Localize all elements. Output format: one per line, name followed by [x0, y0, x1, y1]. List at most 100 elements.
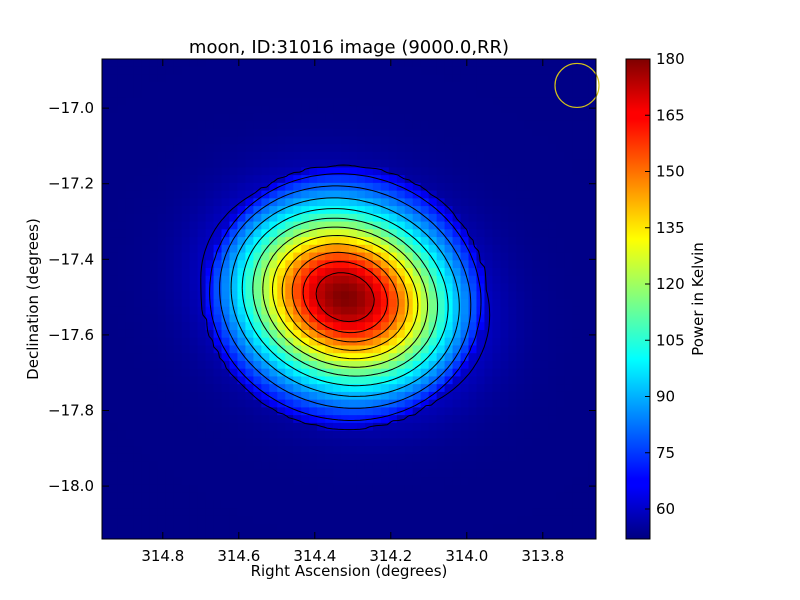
image-cell	[548, 113, 557, 122]
image-cell	[301, 151, 310, 161]
image-cell	[317, 291, 326, 300]
image-cell	[149, 66, 159, 76]
image-cell	[420, 492, 430, 501]
image-cell	[572, 268, 581, 277]
image-cell	[125, 515, 135, 525]
image-cell	[285, 66, 294, 76]
image-cell	[133, 306, 143, 316]
image-cell	[245, 275, 254, 285]
image-cell	[133, 175, 143, 184]
image-cell	[301, 353, 310, 362]
image-cell	[157, 314, 167, 323]
image-cell	[476, 469, 486, 478]
image-cell	[420, 175, 430, 184]
image-cell	[157, 492, 167, 501]
image-cell	[102, 422, 111, 432]
image-cell	[309, 221, 318, 230]
image-cell	[588, 500, 596, 509]
image-cell	[277, 74, 286, 83]
image-cell	[372, 407, 382, 416]
image-cell	[205, 531, 215, 539]
image-cell	[301, 384, 310, 393]
image-cell	[261, 322, 270, 331]
image-cell	[181, 306, 191, 316]
image-cell	[229, 260, 239, 269]
image-cell	[245, 268, 254, 277]
image-cell	[221, 314, 231, 323]
image-cell	[221, 391, 231, 401]
image-cell	[524, 128, 533, 138]
image-cell	[117, 469, 127, 478]
image-cell	[436, 430, 446, 439]
image-cell	[588, 415, 596, 424]
image-cell	[428, 159, 438, 168]
image-cell	[556, 82, 565, 91]
image-cell	[452, 484, 462, 494]
image-cell	[133, 407, 143, 416]
image-cell	[404, 97, 414, 107]
image-cell	[548, 291, 557, 300]
image-cell	[428, 322, 438, 331]
image-cell	[269, 268, 278, 277]
image-cell	[341, 508, 350, 517]
image-cell	[564, 206, 573, 215]
image-cell	[492, 477, 501, 486]
image-cell	[524, 484, 533, 494]
image-cell	[325, 237, 334, 246]
image-cell	[245, 213, 254, 223]
image-cell	[396, 159, 406, 168]
image-cell	[309, 268, 318, 277]
image-cell	[245, 59, 254, 68]
image-cell	[109, 260, 119, 269]
image-cell	[325, 492, 334, 501]
image-cell	[516, 229, 525, 238]
image-cell	[213, 376, 223, 385]
image-cell	[428, 260, 438, 269]
image-cell	[189, 384, 199, 393]
image-cell	[317, 244, 326, 254]
image-cell	[444, 523, 454, 532]
colorbar-label: Power in Kelvin	[689, 242, 707, 356]
image-cell	[476, 461, 486, 470]
image-cell	[420, 438, 430, 447]
plot-area	[101, 58, 600, 540]
image-cell	[285, 500, 294, 509]
image-cell	[588, 407, 596, 416]
image-cell	[436, 438, 446, 447]
image-cell	[341, 59, 350, 68]
image-cell	[229, 268, 239, 277]
image-cell	[309, 477, 318, 486]
image-cell	[125, 399, 135, 408]
image-cell	[452, 260, 462, 269]
image-cell	[404, 252, 414, 261]
image-cell	[181, 120, 191, 130]
image-cell	[181, 74, 191, 83]
image-cell	[301, 360, 310, 370]
image-cell	[468, 105, 478, 114]
image-cell	[109, 237, 119, 246]
image-cell	[189, 484, 199, 494]
image-cell	[372, 299, 382, 308]
image-cell	[349, 314, 358, 323]
image-cell	[436, 252, 446, 261]
image-cell	[540, 415, 549, 424]
image-cell	[277, 260, 286, 269]
image-cell	[524, 206, 533, 215]
image-cell	[157, 213, 167, 223]
image-cell	[213, 469, 223, 478]
image-cell	[181, 175, 191, 184]
image-cell	[564, 128, 573, 138]
image-cell	[165, 260, 175, 269]
image-cell	[492, 175, 501, 184]
image-cell	[205, 105, 215, 114]
image-cell	[388, 151, 398, 161]
image-cell	[333, 314, 342, 323]
image-cell	[181, 89, 191, 99]
image-cell	[404, 144, 414, 153]
image-cell	[468, 329, 478, 339]
image-cell	[460, 314, 470, 323]
image-cell	[149, 407, 159, 416]
image-cell	[109, 89, 119, 99]
image-cell	[165, 66, 175, 76]
image-cell	[388, 244, 398, 254]
